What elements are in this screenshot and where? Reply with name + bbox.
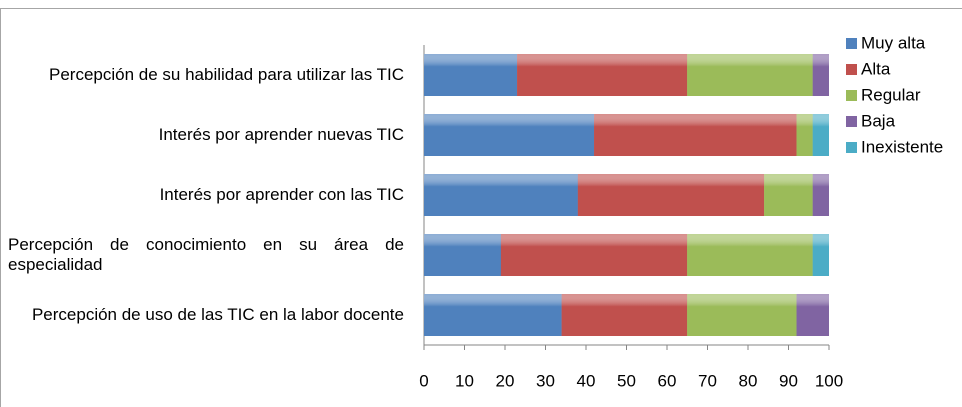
y-tick-label: Interés por aprender nuevas TIC: [158, 125, 404, 144]
bar-shine: [577, 174, 765, 216]
legend-swatch: [846, 64, 857, 75]
category-label-box: Percepción de uso de las TIC en la labor…: [8, 290, 404, 340]
frame: [0, 8, 962, 407]
legend-swatch: [846, 142, 857, 153]
x-tick-label: 50: [617, 371, 636, 390]
x-tick-label: 100: [815, 371, 843, 390]
legend-label: Alta: [861, 59, 891, 78]
legend-swatch: [846, 38, 857, 49]
bar-shine: [687, 294, 797, 336]
x-tick-label: 0: [419, 371, 428, 390]
bar-shine: [687, 54, 813, 96]
category-label-box: Interés por aprender con las TIC: [8, 170, 404, 220]
bar-shine: [424, 234, 501, 276]
legend-label: Inexistente: [861, 137, 943, 156]
bar-shine: [424, 174, 578, 216]
x-tick-label: 10: [455, 371, 474, 390]
bar-shine: [517, 54, 688, 96]
category-label-box: Percepción de su habilidad para utilizar…: [8, 50, 404, 100]
bar-shine: [796, 114, 813, 156]
legend-swatch: [846, 116, 857, 127]
category-label-box: Interés por aprender nuevas TIC: [8, 110, 404, 160]
x-tick-label: 70: [698, 371, 717, 390]
y-tick-label: Interés por aprender con las TIC: [159, 185, 404, 204]
y-tick-label: Percepción de conocimiento en su área de…: [8, 235, 404, 274]
bar-shine: [424, 294, 562, 336]
bar-shine: [687, 234, 813, 276]
bar-shine: [812, 174, 829, 216]
bar-shine: [812, 234, 829, 276]
bar-shine: [594, 114, 797, 156]
x-tick-label: 90: [779, 371, 798, 390]
bar-shine: [764, 174, 813, 216]
y-tick-label: Percepción de uso de las TIC en la labor…: [31, 305, 404, 324]
legend-swatch: [846, 90, 857, 101]
y-tick-label: Percepción de su habilidad para utilizar…: [49, 65, 404, 84]
x-tick-label: 60: [658, 371, 677, 390]
legend-label: Regular: [861, 85, 921, 104]
bar-shine: [500, 234, 688, 276]
category-label-box: Percepción de conocimiento en su área de…: [8, 230, 404, 280]
bar-shine: [812, 114, 829, 156]
x-tick-label: 30: [536, 371, 555, 390]
x-tick-label: 80: [739, 371, 758, 390]
bar-shine: [812, 54, 829, 96]
bar-shine: [424, 54, 518, 96]
bar-shine: [561, 294, 688, 336]
bar-shine: [796, 294, 829, 336]
x-tick-label: 40: [577, 371, 596, 390]
x-tick-label: 20: [496, 371, 515, 390]
legend-label: Muy alta: [861, 33, 926, 52]
legend-label: Baja: [861, 111, 896, 130]
bar-shine: [424, 114, 595, 156]
